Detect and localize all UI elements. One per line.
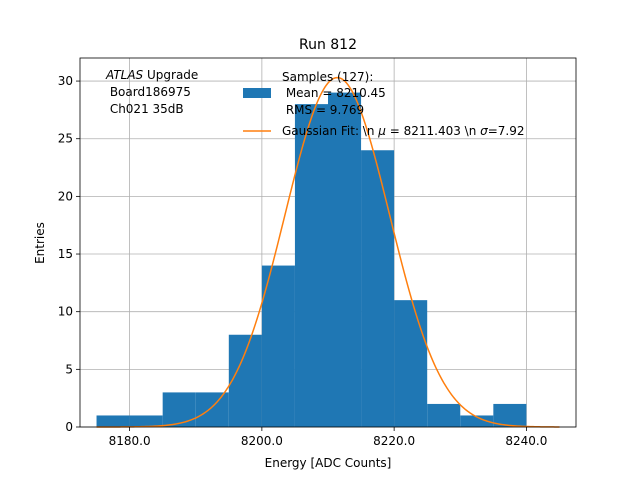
y-axis-label: Entries	[33, 222, 47, 264]
legend-histogram-swatch	[243, 88, 271, 98]
atlas-annotation: ATLAS Upgrade Board186975 Ch021 35dB	[105, 68, 198, 116]
histogram-bar	[261, 265, 295, 427]
y-axis-ticks: 0 5 10 15 20 25 30	[58, 74, 80, 434]
legend-samples-label: Samples (127):	[282, 70, 373, 84]
histogram-bar	[493, 403, 527, 427]
legend-mean-label: Mean = 8210.45	[282, 86, 386, 100]
legend-fit-post: =7.92	[488, 124, 525, 138]
y-tick-label: 15	[58, 247, 73, 261]
chart-title: Run 812	[299, 37, 357, 53]
x-tick-label: 8180.0	[109, 434, 151, 448]
histogram-bar	[361, 150, 395, 427]
y-tick-label: 30	[58, 74, 73, 88]
histogram-bar	[294, 104, 328, 427]
legend-fit-pre: Gaussian Fit: \n	[282, 124, 378, 138]
annotation-line-2: Board186975	[106, 85, 191, 99]
histogram-bar	[328, 92, 362, 427]
legend-fit-label: Gaussian Fit: \n μ = 8211.403 \n σ=7.92	[282, 124, 525, 138]
histogram-bar	[228, 334, 262, 427]
histogram-bars	[96, 92, 527, 427]
histogram-bar	[129, 415, 163, 427]
legend-fit-mid: = 8211.403 \n	[386, 124, 480, 138]
annotation-line-1: ATLAS Upgrade	[105, 68, 198, 82]
x-tick-label: 8240.0	[505, 434, 547, 448]
y-tick-label: 10	[58, 305, 73, 319]
y-tick-label: 5	[65, 362, 73, 376]
annotation-upgrade: Upgrade	[143, 68, 198, 82]
x-tick-label: 8220.0	[373, 434, 415, 448]
histogram-bar	[460, 415, 494, 427]
y-tick-label: 25	[58, 132, 73, 146]
histogram-bar	[427, 403, 461, 427]
histogram-bar	[394, 300, 428, 427]
legend-rms-label: RMS = 9.769	[282, 103, 364, 117]
gaussian-fit-curve	[96, 76, 560, 428]
axes-frame	[79, 57, 577, 428]
annotation-atlas: ATLAS	[105, 68, 144, 82]
y-tick-label: 0	[65, 420, 73, 434]
y-tick-label: 20	[58, 189, 73, 203]
histogram-bar	[162, 392, 196, 427]
legend-fit-mu: μ	[377, 124, 386, 138]
x-tick-label: 8200.0	[241, 434, 283, 448]
histogram-bar	[195, 392, 229, 427]
histogram-bar	[96, 415, 130, 427]
x-axis-label: Energy [ADC Counts]	[265, 456, 392, 470]
x-axis-ticks: 8180.0 8200.0 8220.0 8240.0	[109, 427, 547, 448]
legend: Samples (127): Mean = 8210.45 RMS = 9.76…	[243, 70, 525, 138]
annotation-line-3: Ch021 35dB	[106, 102, 184, 116]
legend-fit-sigma: σ	[480, 124, 488, 138]
